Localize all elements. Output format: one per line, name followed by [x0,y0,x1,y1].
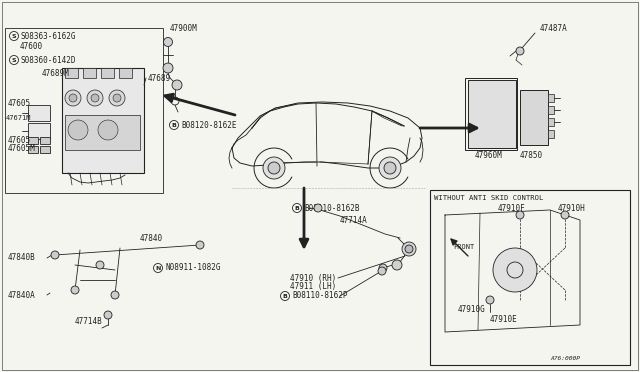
Text: 47689: 47689 [148,74,171,83]
Text: 47960M: 47960M [475,151,503,160]
Text: B: B [294,205,300,211]
Text: N08911-1082G: N08911-1082G [165,263,221,273]
Bar [548,94,554,102]
Bar [430,190,630,365]
Circle shape [314,204,322,212]
Text: 47605M: 47605M [8,144,36,153]
Circle shape [68,120,88,140]
Bar [548,130,554,138]
Bar [65,115,140,150]
Text: 47910 (RH): 47910 (RH) [290,273,336,282]
Text: 47840B: 47840B [8,253,36,263]
Circle shape [111,291,119,299]
Text: 47689M: 47689M [42,68,70,77]
Bar [83,68,96,78]
Bar [28,146,38,153]
Bar [119,68,132,78]
Text: 47910G: 47910G [458,305,486,314]
Bar [548,106,554,114]
Bar [468,80,516,148]
Text: S08363-6162G: S08363-6162G [20,32,76,41]
Circle shape [109,90,125,106]
Text: WITHOUT ANTI SKID CONTROL: WITHOUT ANTI SKID CONTROL [434,195,543,201]
Bar [520,90,548,145]
Text: 47840: 47840 [140,234,163,243]
Bar [5,28,163,193]
Text: S: S [12,58,16,62]
Text: 47910F: 47910F [498,203,525,212]
Text: S: S [12,33,16,38]
Circle shape [196,241,204,249]
Circle shape [98,120,118,140]
Circle shape [87,90,103,106]
Text: 47910E: 47910E [490,315,518,324]
Text: B: B [283,294,287,298]
Bar [65,68,78,78]
Circle shape [96,261,104,269]
Circle shape [402,242,416,256]
Circle shape [172,80,182,90]
Text: B08110-8162P: B08110-8162P [292,292,348,301]
Text: 47671M: 47671M [6,115,31,121]
Bar [62,68,144,173]
Circle shape [486,296,494,304]
Circle shape [163,38,173,46]
Circle shape [51,251,59,259]
Bar [40,137,50,144]
Text: B: B [172,122,177,128]
Circle shape [379,157,401,179]
Bar [548,118,554,126]
Circle shape [516,47,524,55]
Bar [28,123,50,139]
Circle shape [405,245,413,253]
Circle shape [91,94,99,102]
Text: 47605: 47605 [8,135,31,144]
Text: 47900M: 47900M [170,23,198,32]
Text: B08110-8162B: B08110-8162B [304,203,360,212]
Bar [28,137,38,144]
Text: 47850: 47850 [520,151,543,160]
Text: 47911 (LH): 47911 (LH) [290,282,336,291]
Circle shape [113,94,121,102]
Circle shape [163,63,173,73]
Text: A76:000P: A76:000P [550,356,580,360]
Text: 47714B: 47714B [75,317,103,327]
Text: N: N [156,266,161,270]
Circle shape [71,286,79,294]
Bar [28,105,50,121]
Circle shape [379,264,387,272]
Circle shape [378,267,386,275]
Text: FRONT: FRONT [453,244,474,250]
Circle shape [392,260,402,270]
Circle shape [65,90,81,106]
Text: B08120-8162E: B08120-8162E [181,121,237,129]
Text: 47487A: 47487A [540,23,568,32]
Circle shape [561,211,569,219]
Bar [101,68,114,78]
Circle shape [268,162,280,174]
Circle shape [493,248,537,292]
Circle shape [263,157,285,179]
Text: 47840A: 47840A [8,291,36,299]
Text: 47910H: 47910H [558,203,586,212]
Text: S08360-6142D: S08360-6142D [20,55,76,64]
Text: 47600: 47600 [20,42,43,51]
Circle shape [104,311,112,319]
Bar [40,146,50,153]
Text: 47605: 47605 [8,99,31,108]
Circle shape [516,211,524,219]
Bar [465,78,517,150]
Circle shape [69,94,77,102]
Text: 47714A: 47714A [340,215,368,224]
Circle shape [384,162,396,174]
